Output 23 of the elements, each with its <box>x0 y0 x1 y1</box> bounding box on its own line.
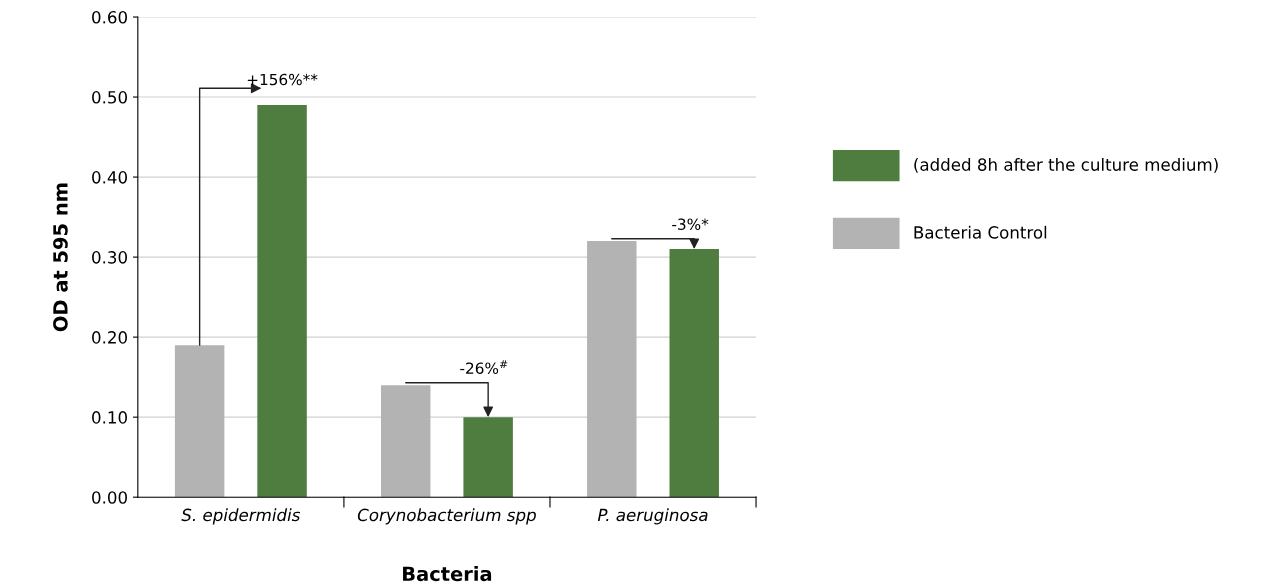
y-tick-label: 0.20 <box>92 331 127 344</box>
legend-label: Bacteria Control <box>914 225 1047 239</box>
y-tick-label: 0.10 <box>92 411 127 424</box>
bar <box>174 345 225 498</box>
bar <box>257 105 307 498</box>
bar <box>463 417 513 498</box>
y-tick-label: 0.00 <box>92 491 127 504</box>
y-tick-label: 0.50 <box>92 91 127 104</box>
x-tick-label: P. aeruginosa <box>597 508 708 525</box>
x-axis-title: Bacteria <box>403 566 492 582</box>
bar <box>380 385 431 498</box>
y-tick-label: 0.30 <box>92 251 127 264</box>
annotation: -26%$^{#}$ <box>460 360 508 374</box>
y-tick-label: 0.60 <box>92 10 127 24</box>
annotation: -3%* <box>672 218 709 230</box>
x-tick-label: Corynobacterium spp <box>357 508 536 525</box>
legend-label: (added 8h after the culture medium) <box>914 157 1218 173</box>
bar <box>669 249 719 498</box>
annotation: +156%** <box>247 73 318 86</box>
y-tick-label: 0.40 <box>92 171 127 184</box>
bar <box>587 241 637 498</box>
y-axis-title: OD at 595 nm <box>53 183 68 332</box>
x-tick-label: S. epidermidis <box>181 508 301 525</box>
